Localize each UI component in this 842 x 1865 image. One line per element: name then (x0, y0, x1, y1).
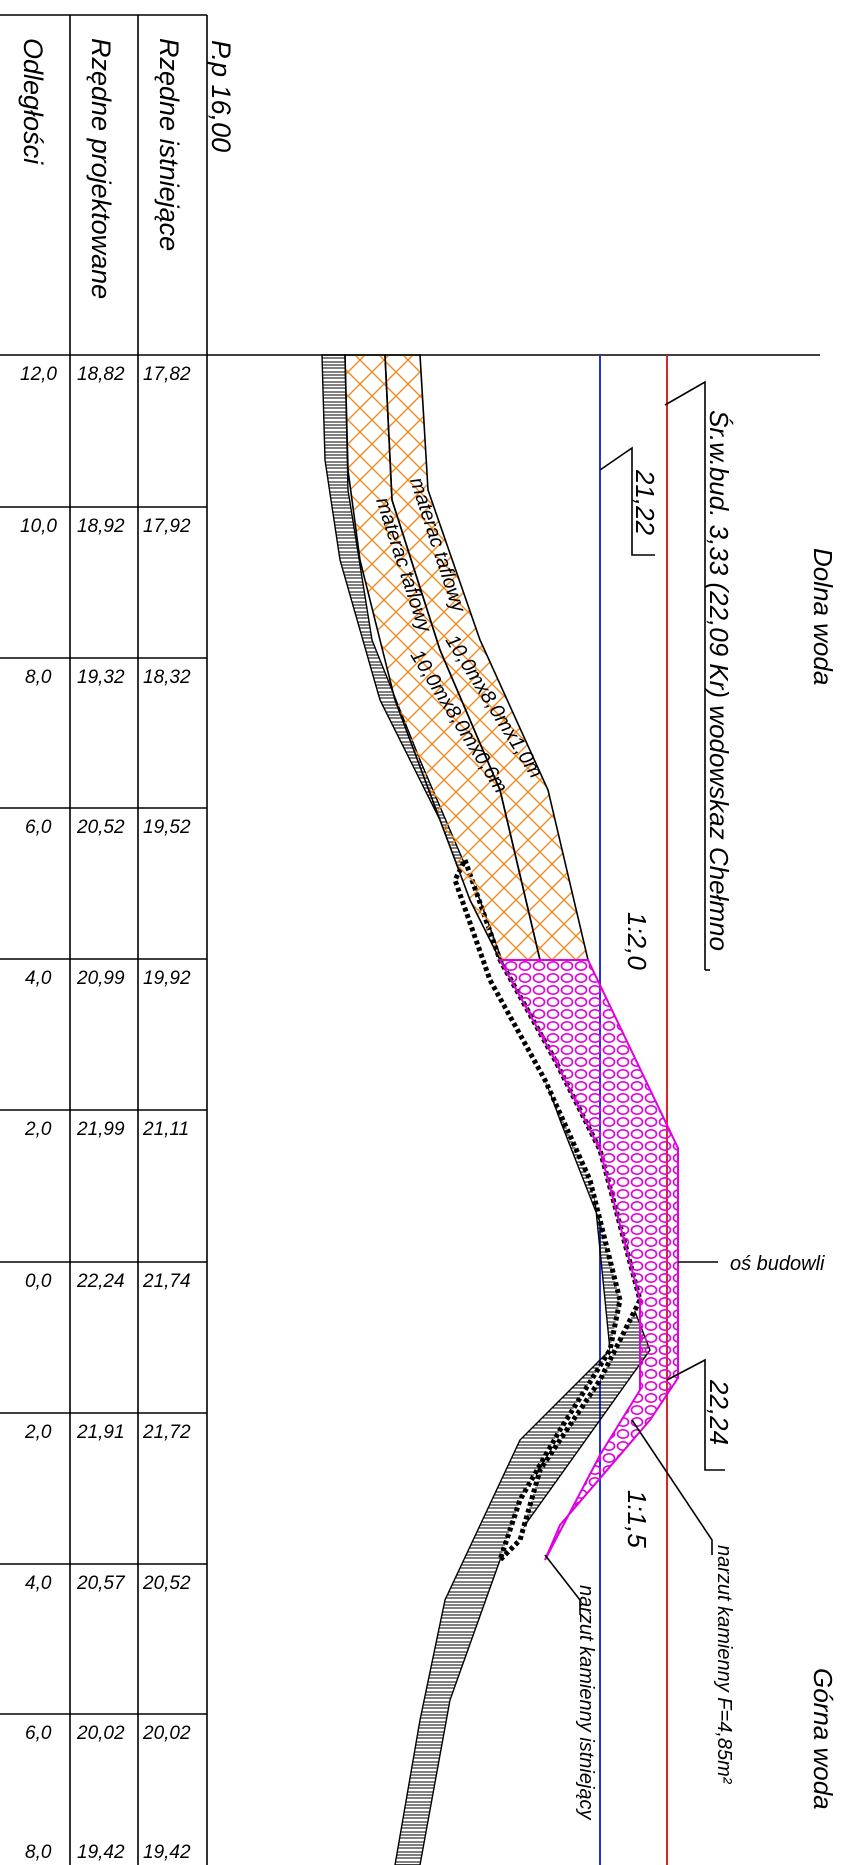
level-marker-2224 (666, 1358, 725, 1471)
existing-level-10: 19,42 (143, 1842, 191, 1863)
designed-level-3: 20,52 (76, 817, 125, 838)
designed-level-0: 18,82 (77, 364, 125, 385)
designed-level-1: 18,92 (77, 516, 125, 537)
existing-level-7: 21,72 (142, 1422, 191, 1443)
distance-6: 0,0 (25, 1271, 52, 1292)
distance-7: 2,0 (24, 1422, 52, 1443)
building-axis-text: oś budowli (730, 1253, 825, 1275)
existing-level-1: 17,92 (143, 516, 191, 537)
existing-level-6: 21,74 (142, 1271, 191, 1292)
distance-3: 6,0 (25, 817, 52, 838)
level-marker-2122 (599, 446, 655, 556)
level-marker-top (664, 380, 710, 971)
existing-level-0: 17,82 (143, 364, 191, 385)
distance-2: 8,0 (25, 667, 52, 688)
water-level-text: Śr.w.bud. 3,33 (22,09 Kr) wodowskaz Cheł… (704, 410, 734, 951)
upstream-label: Górna woda (808, 1668, 838, 1810)
designed-level-5: 21,99 (76, 1119, 125, 1140)
distance-0: 12,0 (20, 364, 57, 385)
stone-existing-text: narzut kamienny istniejący (575, 1585, 597, 1821)
distance-8: 4,0 (25, 1573, 52, 1594)
level-2122-text: 21,22 (630, 469, 660, 536)
existing-level-2: 18,32 (143, 667, 191, 688)
existing-level-3: 19,52 (143, 817, 191, 838)
designed-level-8: 20,57 (76, 1573, 126, 1594)
designed-level-10: 19,42 (77, 1842, 125, 1863)
downstream-label: Dolna woda (808, 548, 838, 685)
row-label-existing: Rzędne istniejące (154, 38, 184, 251)
stone-existing-leader (544, 1554, 581, 1615)
table-cells: 17,82 17,92 18,32 19,52 19,92 21,11 21,7… (20, 364, 191, 1863)
distance-9: 6,0 (25, 1723, 52, 1744)
designed-level-4: 20,99 (76, 968, 125, 989)
slope-left-text: 1:2,0 (622, 912, 652, 970)
distance-5: 2,0 (24, 1119, 52, 1140)
level-2224-text: 22,24 (704, 1379, 734, 1445)
distance-10: 8,0 (25, 1842, 52, 1863)
designed-level-6: 22,24 (76, 1271, 125, 1292)
datum-label: P.p 16,00 (206, 40, 236, 152)
row-label-distances: Odległości (18, 38, 48, 165)
designed-level-9: 20,02 (76, 1723, 125, 1744)
stone-new-text: narzut kamienny F=4,85m² (713, 1545, 735, 1785)
designed-level-2: 19,32 (77, 667, 125, 688)
existing-level-5: 21,11 (142, 1119, 189, 1140)
new-riprap (498, 959, 679, 1561)
distance-4: 4,0 (25, 968, 52, 989)
row-label-designed: Rzędne projektowane (86, 38, 116, 299)
slope-right-text: 1:1,5 (622, 1490, 652, 1548)
existing-level-4: 19,92 (143, 968, 191, 989)
distance-1: 10,0 (20, 516, 57, 537)
stone-new-leader (631, 1419, 713, 1555)
designed-level-7: 21,91 (76, 1422, 125, 1443)
existing-level-8: 20,52 (142, 1573, 191, 1594)
existing-level-9: 20,02 (142, 1723, 191, 1744)
